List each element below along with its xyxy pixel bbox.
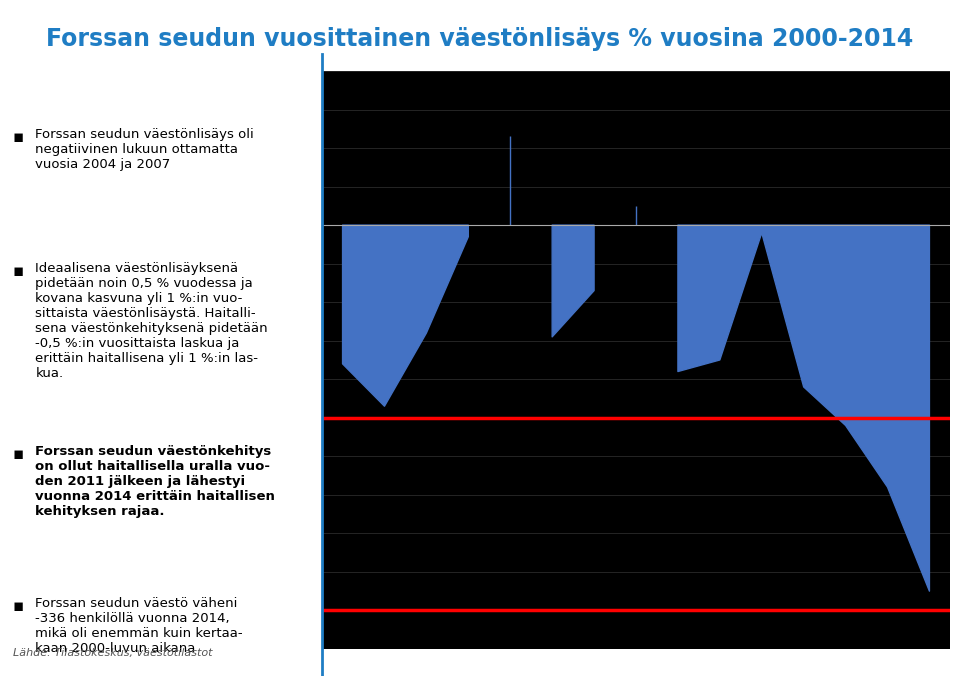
Text: Forssan seudun vuosittainen väestönlisäys % vuosina 2000-2014: Forssan seudun vuosittainen väestönlisäy…: [46, 27, 914, 51]
Text: Ideaalisena väestönlisäyksenä
pidetään noin 0,5 % vuodessa ja
kovana kasvuna yli: Ideaalisena väestönlisäyksenä pidetään n…: [36, 262, 268, 381]
Text: ▪: ▪: [12, 128, 24, 147]
Text: ▪: ▪: [12, 445, 24, 463]
Text: ▪: ▪: [12, 262, 24, 281]
Text: Forssan seudun väestönkehitys
on ollut haitallisella uralla vuo-
den 2011 jälkee: Forssan seudun väestönkehitys on ollut h…: [36, 445, 276, 518]
Text: Forssan seudun väestönlisäys oli
negatiivinen lukuun ottamatta
vuosia 2004 ja 20: Forssan seudun väestönlisäys oli negatii…: [36, 128, 254, 172]
Text: Forssan seudun väestö väheni
-336 henkilöllä vuonna 2014,
mikä oli enemmän kuin : Forssan seudun väestö väheni -336 henkil…: [36, 597, 243, 655]
Text: ▪: ▪: [12, 597, 24, 615]
Text: Lähde: Tilastokeskus, väestötilastot: Lähde: Tilastokeskus, väestötilastot: [12, 648, 212, 658]
